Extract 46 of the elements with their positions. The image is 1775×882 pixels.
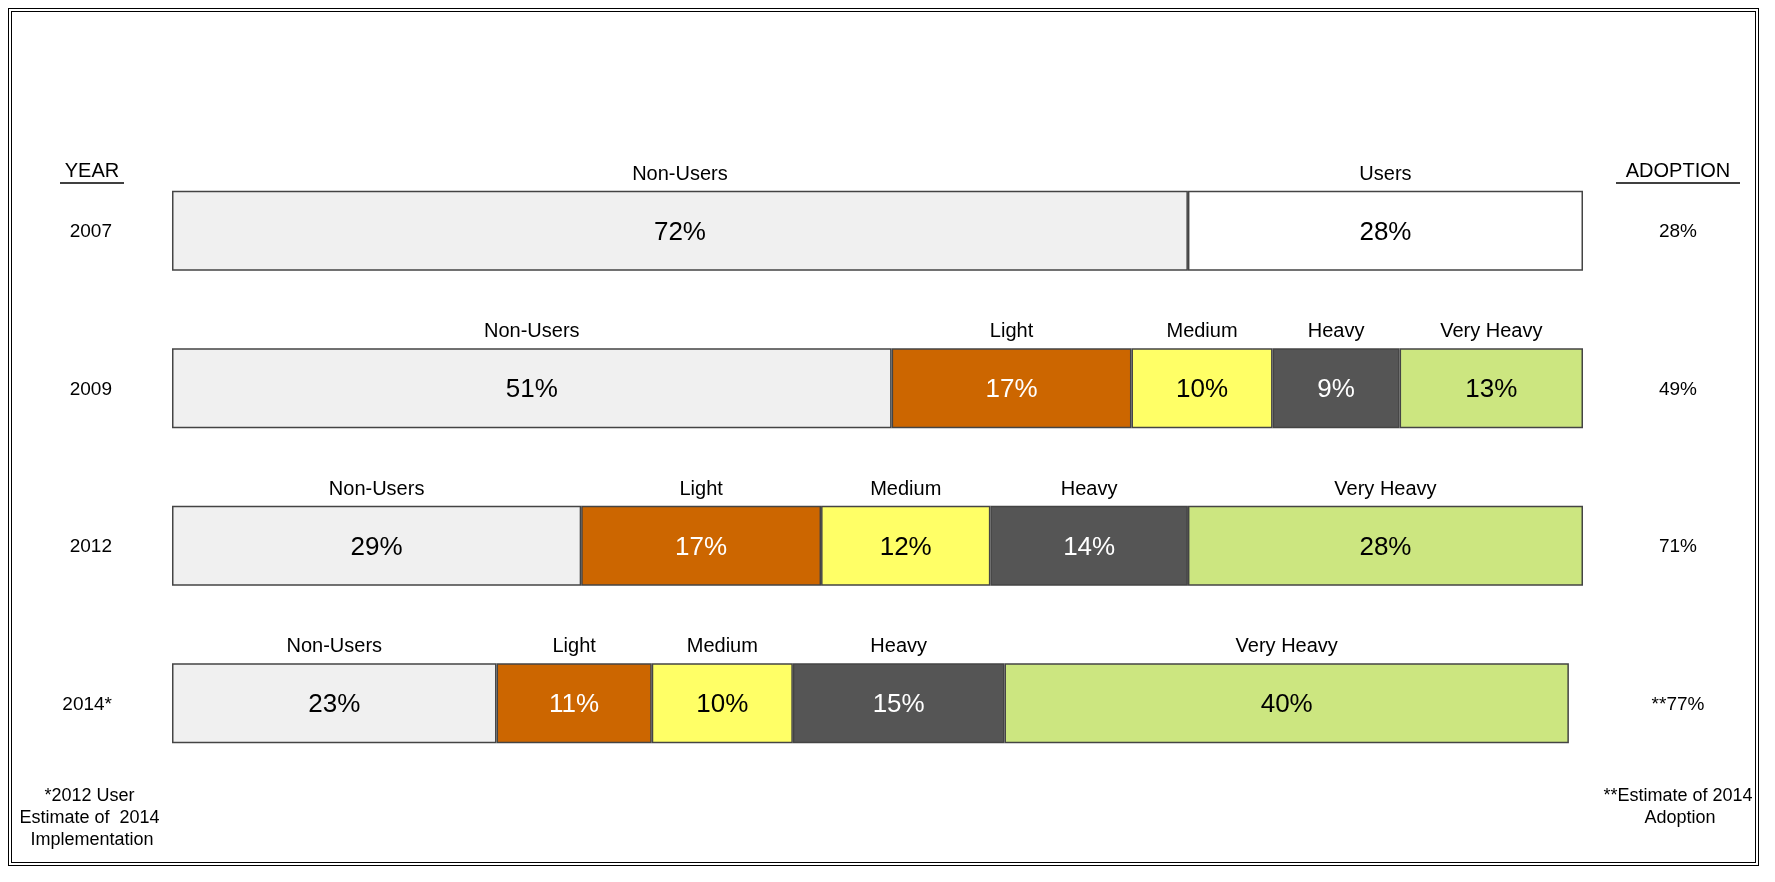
series-label: Non-Users: [632, 161, 728, 184]
text: 49%: [1658, 377, 1698, 399]
text: *2012 User Estimate of 2014 Implementation: [19, 785, 165, 849]
text: Non-Users: [286, 634, 383, 657]
text: Heavy: [870, 634, 928, 657]
text: Medium: [870, 476, 942, 499]
text: 28%: [1658, 220, 1698, 242]
data-label: 9%: [1317, 373, 1355, 404]
data-label: 28%: [1359, 530, 1412, 561]
data-label: 72%: [653, 215, 706, 246]
y-tick-label: 2007: [69, 220, 112, 242]
text: Heavy: [1060, 476, 1118, 499]
y-tick-label: 2014*: [62, 692, 113, 714]
y-axis-title: YEAR: [64, 159, 120, 181]
data-label: 13%: [1465, 373, 1518, 404]
y-tick-label: 2012: [69, 535, 112, 557]
text: Light: [552, 634, 596, 657]
text: Non-Users: [328, 476, 425, 499]
data-label: 10%: [696, 688, 749, 719]
text: Medium: [686, 634, 758, 657]
data-label: 14%: [1063, 530, 1116, 561]
series-label: Heavy: [1307, 319, 1365, 342]
series-label: Light: [989, 319, 1034, 342]
data-label: 15%: [872, 688, 925, 719]
data-label: 23%: [308, 688, 361, 719]
y2-axis-title: ADOPTION: [1625, 159, 1731, 181]
data-label: 51%: [505, 373, 558, 404]
data-label: 17%: [675, 530, 728, 561]
data-label: 28%: [1359, 215, 1412, 246]
data-label: 12%: [879, 530, 932, 561]
text: **77%: [1651, 692, 1705, 714]
text: Very Heavy: [1235, 634, 1338, 657]
text: **Estimate of 2014 Adoption: [1603, 785, 1753, 827]
series-label: Users: [1359, 161, 1412, 184]
text: Light: [679, 476, 723, 499]
text: 71%: [1658, 535, 1698, 557]
data-label: 10%: [1176, 373, 1229, 404]
series-label: Medium: [1166, 319, 1238, 342]
series-label: Very Heavy: [1440, 319, 1543, 342]
text: Non-Users: [484, 319, 580, 342]
data-label: 40%: [1260, 688, 1313, 719]
text: Very Heavy: [1334, 476, 1437, 499]
data-label: 17%: [985, 373, 1038, 404]
data-label: 29%: [350, 530, 403, 561]
data-label: 11%: [549, 688, 600, 719]
y-tick-label: 2009: [69, 377, 112, 399]
